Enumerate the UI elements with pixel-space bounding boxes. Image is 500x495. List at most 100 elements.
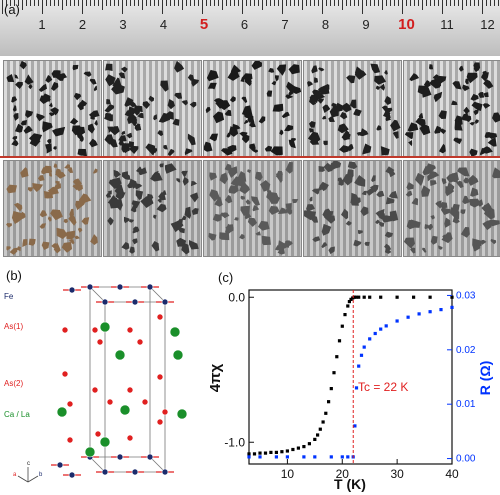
ruler-tick: [18, 0, 19, 6]
crystal-fragment: [42, 121, 53, 133]
crystal-fragment: [129, 246, 135, 254]
ruler-tick: [138, 0, 139, 6]
crystal-fragment: [322, 115, 327, 120]
y-axis-right-label: R (Ω): [477, 361, 493, 396]
chi-data-point: [263, 451, 268, 455]
crystal-fragment: [124, 216, 130, 224]
ruler-tick: [42, 0, 43, 14]
crystal-fragment: [107, 126, 114, 133]
as-atom: [156, 373, 164, 381]
tc-annotation: Tc = 22 K: [358, 380, 408, 394]
ruler-number-4: 4: [159, 17, 168, 32]
ruler-tick: [314, 0, 315, 6]
crystal-fragment: [255, 171, 263, 182]
crystal-fragment: [285, 203, 292, 213]
ruler-tick: [366, 0, 367, 6]
crystal-fragment: [353, 239, 362, 247]
chi-data-point: [269, 450, 273, 454]
resistance-data-point: [285, 455, 289, 459]
panel-a-label: (a): [4, 2, 20, 17]
ruler-tick: [186, 0, 187, 6]
crystal-fragment: [41, 241, 50, 250]
label-cala: Ca / La: [4, 410, 30, 419]
ruler-tick: [422, 0, 423, 10]
crystal-fragment: [471, 101, 483, 111]
crystal-fragment: [229, 96, 236, 103]
ruler-tick: [210, 0, 211, 6]
crystal-fragment: [378, 213, 386, 220]
crystal-fragment: [469, 122, 476, 126]
crystal-fragment: [132, 226, 140, 233]
crystal-fragment: [384, 70, 388, 75]
resistance-data-point: [373, 331, 377, 336]
as-atom: [126, 434, 134, 442]
y-right-tick-label: 0.03: [456, 290, 476, 301]
crystal-fragment: [252, 205, 260, 212]
ruler-tick: [146, 0, 147, 6]
crystal-fragment: [272, 103, 284, 112]
ruler-tick: [226, 0, 227, 6]
crystal-fragment: [334, 102, 344, 112]
ruler-tick: [310, 0, 311, 6]
ruler-tick: [274, 0, 275, 6]
crystal-fragment: [249, 120, 256, 128]
ruler-tick: [78, 0, 79, 6]
crystal-fragment: [129, 100, 137, 108]
ca-la-atom: [99, 436, 111, 448]
crystal-fragment: [268, 194, 281, 204]
crystal-fragment: [6, 223, 12, 228]
crystal-fragment: [433, 91, 443, 103]
crystal-fragment: [384, 231, 393, 238]
ruler-tick: [430, 0, 431, 6]
crystal-fragment: [60, 73, 68, 79]
crystal-fragment: [230, 64, 242, 75]
crystal-fragment: [371, 175, 376, 182]
crystal-fragment: [452, 215, 460, 224]
ruler-tick: [214, 0, 215, 6]
ruler-tick: [254, 0, 255, 6]
ruler-tick: [154, 0, 155, 6]
ruler-tick: [222, 0, 223, 10]
crystal-fragment: [181, 170, 188, 178]
fe-atom: [131, 298, 139, 306]
ruler-tick: [98, 0, 99, 6]
crystal-fragment: [151, 241, 160, 252]
fe-atom: [56, 461, 64, 469]
crystal-fragment: [379, 221, 385, 227]
crystal-fragment: [450, 207, 460, 220]
ca-la-atom: [99, 321, 111, 333]
crystal-fragment: [134, 105, 143, 113]
crystal-fragment: [114, 184, 125, 195]
crystal-fragment: [480, 239, 487, 245]
chi-data-point: [316, 433, 320, 437]
ruler-tick: [122, 0, 123, 14]
crystal-fragment: [43, 191, 53, 199]
crystal-fragment: [11, 139, 19, 147]
crystal-fragment: [184, 148, 193, 156]
crystal-fragment: [438, 110, 447, 119]
crystal-fragment: [308, 121, 316, 128]
ruler-tick: [198, 0, 199, 6]
crystal-fragment: [148, 95, 155, 102]
crystal-fragment: [388, 190, 398, 199]
crystal-fragments: [204, 61, 301, 156]
crystal-fragments: [307, 63, 401, 156]
sample-photo-row2-col2: [103, 160, 202, 257]
crystal-fragment: [318, 67, 325, 72]
crystal-fragment: [53, 242, 61, 254]
chi-data-point: [428, 295, 432, 299]
ruler-tick: [238, 0, 239, 6]
crystal-fragment: [490, 239, 497, 245]
crystal-fragment: [286, 81, 296, 92]
ruler-tick: [410, 0, 411, 6]
crystal-fragment: [266, 90, 273, 97]
crystal-fragment: [463, 106, 470, 115]
crystal-fragment: [429, 171, 440, 180]
chi-data-point: [347, 300, 351, 304]
crystal-fragment: [460, 209, 466, 215]
crystal-fragment: [174, 92, 183, 99]
crystal-fragment: [434, 125, 442, 134]
crystal-fragment: [184, 206, 191, 219]
ruler-tick: [14, 0, 15, 6]
crystal-fragment: [51, 82, 59, 91]
